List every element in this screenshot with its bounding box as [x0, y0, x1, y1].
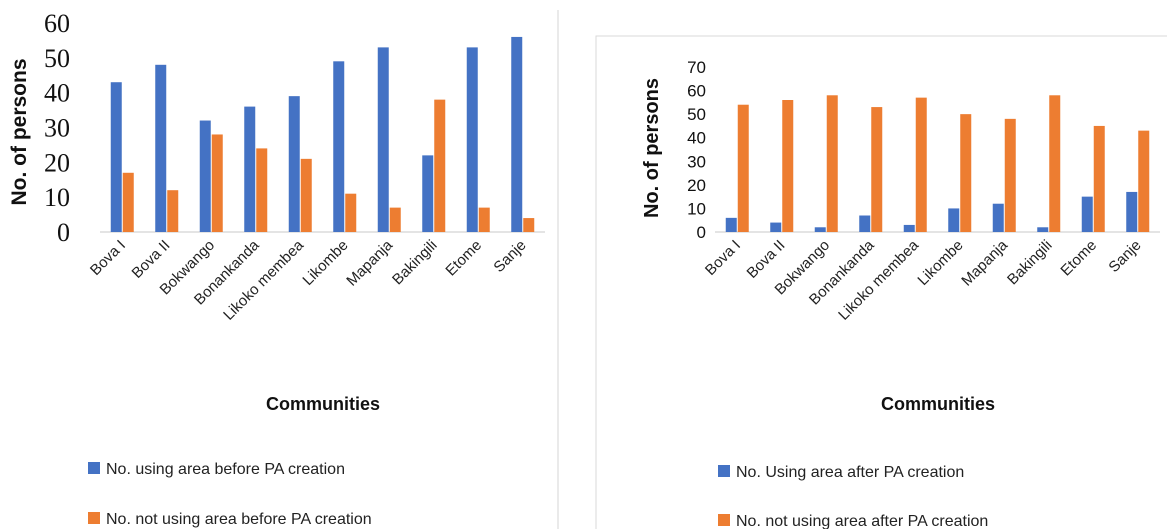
bar-series2	[122, 172, 134, 232]
left-legend: No. using area before PA creation No. no…	[88, 461, 372, 528]
y-tick-label: 70	[687, 58, 706, 77]
y-tick-label: 30	[687, 152, 706, 171]
y-tick-label: 0	[697, 223, 706, 242]
right-legend-label-after: No. Using area after PA creation	[736, 464, 964, 481]
left-x-axis-title: Communities	[266, 394, 380, 414]
y-tick-label: 40	[44, 79, 70, 108]
bar-series1	[155, 64, 167, 232]
category-label: Likombe	[914, 237, 966, 289]
bar-series2	[1138, 130, 1150, 232]
category-label: Likoko membea	[835, 236, 922, 323]
bar-series1	[511, 36, 523, 232]
right-y-ticks: 0 10 20 30 40 50 60 70	[687, 58, 706, 242]
y-tick-label: 50	[687, 105, 706, 124]
bar-series2	[211, 134, 223, 232]
right-legend: No. Using area after PA creation No. not…	[718, 464, 988, 529]
bar-series1	[377, 47, 389, 233]
bar-series1	[466, 47, 478, 233]
right-y-axis-title: No. of persons	[641, 78, 663, 218]
category-label: Sanje	[1105, 237, 1144, 276]
bar-series2	[345, 193, 357, 232]
bar-series2	[826, 95, 838, 233]
bar-series1	[859, 215, 871, 232]
y-tick-label: 30	[44, 114, 70, 143]
left-legend-swatch-before	[88, 462, 100, 474]
category-label: Bova I	[87, 237, 129, 279]
bar-series1	[422, 155, 434, 232]
category-label: Likombe	[299, 237, 351, 289]
right-x-axis-title: Communities	[881, 394, 995, 414]
bar-series2	[1093, 125, 1105, 232]
y-tick-label: 40	[687, 129, 706, 148]
bar-series2	[167, 190, 179, 232]
bar-series2	[871, 107, 883, 232]
y-tick-label: 20	[687, 176, 706, 195]
category-label: Sanje	[490, 237, 529, 276]
bar-series1	[903, 224, 915, 232]
bar-series2	[389, 207, 401, 232]
left-bars	[110, 36, 535, 233]
bar-series1	[992, 203, 1004, 232]
right-legend-label-not: No. not using area after PA creation	[736, 513, 988, 529]
left-y-axis-title: No. of persons	[8, 58, 31, 205]
left-legend-label-before: No. using area before PA creation	[106, 461, 345, 478]
y-tick-label: 10	[687, 199, 706, 218]
y-tick-label: 50	[44, 44, 70, 73]
y-tick-label: 60	[687, 82, 706, 101]
right-chart-frame	[595, 35, 1167, 529]
bar-series2	[523, 218, 535, 232]
bar-series2	[300, 158, 312, 232]
bar-series1	[948, 208, 960, 232]
bar-series2	[915, 97, 927, 233]
bar-series1	[288, 96, 300, 233]
bar-series2	[782, 100, 794, 232]
bar-series1	[110, 82, 122, 232]
category-label: Bova I	[702, 237, 744, 279]
bar-series1	[333, 61, 345, 232]
left-chart: 0 10 20 30 40 50 60 Bova I Bova IIBokwangoBonan…	[8, 9, 545, 528]
y-tick-label: 20	[44, 148, 70, 177]
category-label: Mapanja	[343, 236, 396, 289]
category-label: Bakingili	[1004, 237, 1056, 289]
right-bars	[725, 95, 1150, 233]
y-tick-label: 0	[57, 218, 70, 247]
y-tick-label: 60	[44, 9, 70, 38]
bar-series1	[725, 217, 737, 232]
left-y-ticks: 0 10 20 30 40 50 60	[44, 9, 70, 247]
left-legend-swatch-not	[88, 512, 100, 524]
bar-series2	[1004, 118, 1016, 232]
left-legend-label-not: No. not using area before PA creation	[106, 511, 372, 528]
bar-series1	[244, 106, 256, 232]
bar-series2	[434, 99, 446, 232]
right-chart: 0 10 20 30 40 50 60 70 Bova I Bova IIBokwangoBon…	[641, 58, 1160, 529]
bar-series1	[1081, 196, 1093, 232]
bar-series2	[960, 114, 972, 232]
bar-series1	[1037, 227, 1049, 232]
bar-series2	[737, 104, 749, 232]
bar-series1	[199, 120, 211, 232]
bar-series2	[478, 207, 490, 232]
y-tick-label: 10	[44, 183, 70, 212]
category-label: Etome	[1057, 237, 1100, 280]
category-label: Mapanja	[958, 236, 1011, 289]
bar-series1	[814, 227, 826, 232]
bar-series1	[1126, 191, 1138, 232]
bar-series1	[770, 222, 782, 232]
right-legend-swatch-after	[718, 465, 730, 477]
category-label: Etome	[442, 237, 485, 280]
category-label: Bakingili	[389, 237, 441, 289]
bar-series2	[1049, 95, 1061, 233]
right-legend-swatch-not	[718, 514, 730, 526]
category-label: Likoko membea	[220, 236, 307, 323]
bar-series2	[256, 148, 268, 232]
